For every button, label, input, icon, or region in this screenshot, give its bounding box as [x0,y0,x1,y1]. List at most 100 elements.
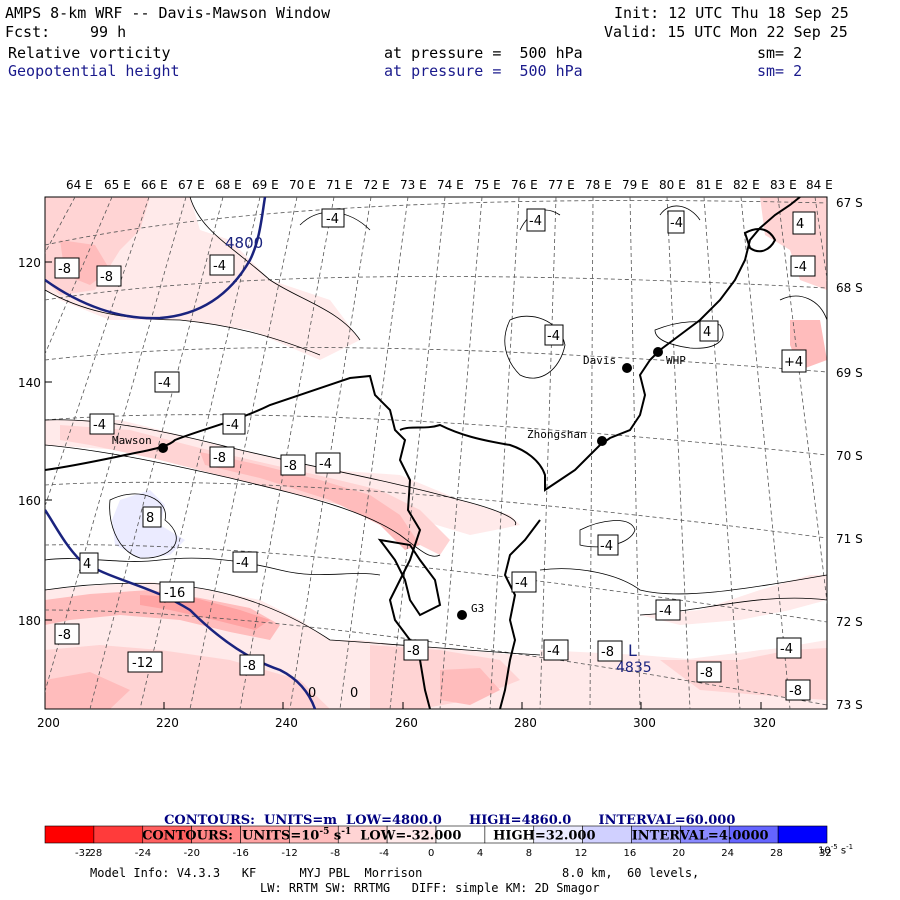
colorbar-tick-label: 28 [770,848,783,859]
coastline-path [399,197,801,492]
lon-gridline [389,197,446,709]
lon-label: 83 E [770,178,797,192]
vort-label: -8 [696,661,722,683]
lon-label: 78 E [585,178,612,192]
vort-label-text: 4 [703,325,711,340]
vort-label-text: -4 [794,260,807,275]
lon-label: 65 E [104,178,131,192]
vort-contour [504,315,566,379]
height-contours [45,197,317,709]
lon-gridline [339,197,409,709]
lon-label: 80 E [659,178,686,192]
lon-gridline [539,197,557,709]
vort-contour [654,321,724,349]
height-contour-info: CONTOURS: UNITS=m LOW=4800.0 HIGH=4860.0… [164,813,736,828]
grid-y-tick-label: 140 [18,376,41,390]
lon-label: 75 E [474,178,501,192]
height-contour-4800 [45,509,317,709]
init-time: Init: 12 UTC Thu 18 Sep 25 [614,4,849,22]
vort-label: -4 [526,208,546,232]
vort-label: -8 [280,454,306,476]
vort-label: -4 [209,254,235,276]
colorbar-tick-label: -12 [281,848,298,859]
vort-fill-region [440,668,500,705]
lon-gridline [139,197,261,709]
vort-contour [659,205,701,221]
lat-gridline [45,276,827,301]
lon-label: 67 E [178,178,205,192]
lon-gridline [703,197,741,709]
vort-label-text: -8 [284,459,297,474]
height-low-marker: L [628,641,637,660]
vort-label: 4 [79,552,99,574]
vort-label: -4 [89,413,115,435]
lon-label: 74 E [437,178,464,192]
colorbar-tick-label: 32 [819,848,832,859]
frame-ticks [44,261,762,709]
vort-label: -4 [597,534,619,556]
lon-label: 72 E [363,178,390,192]
vort-label-text: -4 [226,418,239,433]
vort-fill-region [660,648,827,700]
vort-contour [45,557,381,576]
vort-fill-region [200,452,420,550]
vort-label-text: -8 [100,270,113,285]
colorbar-tick-label: 12 [574,848,588,859]
vort-label-text: -4 [319,457,332,472]
vort-contour [779,295,827,321]
vort-labels: -4 -4 -4 4 -8 -8 -4 -4 -4 4 -4 +4 -4 -4 … [54,208,816,701]
lon-gridline [740,197,791,709]
vort-label-text: -4 [326,212,339,227]
vort-label-text: -4 [547,329,560,344]
colorbar-tick-label: 24 [721,848,734,859]
field1-name: Relative vorticity [8,44,171,62]
vort-label: -8 [54,257,80,279]
vort-label-text: 8 [146,511,154,526]
lon-gridline [189,197,298,709]
vort-label-text: -8 [243,659,256,674]
colorbar-bin [777,825,828,844]
vort-label-text: -8 [407,644,420,659]
vort-label-text: -4 [158,376,171,391]
height-label: 4800 [225,234,263,252]
lat-label: 67 S [836,196,863,210]
colorbar-tick-label: -28 [85,848,103,859]
station-label: Zhongshan [527,428,587,441]
lon-label: 76 E [511,178,538,192]
grid-y-tick-label: 160 [18,494,41,508]
lat-gridline [45,347,827,373]
vort-contour [539,568,827,595]
colorbar-tick-label: 20 [672,848,686,859]
colorbar [44,825,828,844]
coastline-path [45,374,431,709]
vort-fill-region [640,575,827,625]
lon-gridline [439,197,483,709]
model-info-left: Model Info: V4.3.3 KF MYJ PBL Morrison [90,866,423,880]
vort-label: -12 [127,651,163,673]
vort-label: -4 [790,255,816,277]
vort-label-text: +4 [784,355,803,370]
lon-label: 82 E [733,178,760,192]
grid-x-tick-label: 320 [753,716,776,730]
lon-gridline [589,197,594,709]
lat-gridline [45,200,827,246]
stations: Mawson Davis WHP Zhongshan G3 [112,347,686,620]
lat-label: 73 S [836,698,863,712]
colorbar-tick-label: 16 [623,848,637,859]
coastline [45,197,801,709]
vort-label: -4 [544,324,564,346]
vort-contour [45,289,321,356]
vort-label-text: -4 [780,642,793,657]
colorbar-tick-label: -4 [379,848,390,859]
vort-label-text: -8 [213,451,226,466]
vort-label: -4 [321,208,345,228]
vort-label: -8 [96,265,122,287]
colorbar-tick-label: -24 [134,848,152,859]
vort-label: -8 [239,654,265,676]
vort-label: -4 [154,371,180,393]
vort-label: -8 [403,639,429,661]
lon-gridline [777,197,827,605]
vort-label-text: -12 [132,656,153,671]
coastline-path [499,519,541,709]
lon-gridline [489,197,520,709]
